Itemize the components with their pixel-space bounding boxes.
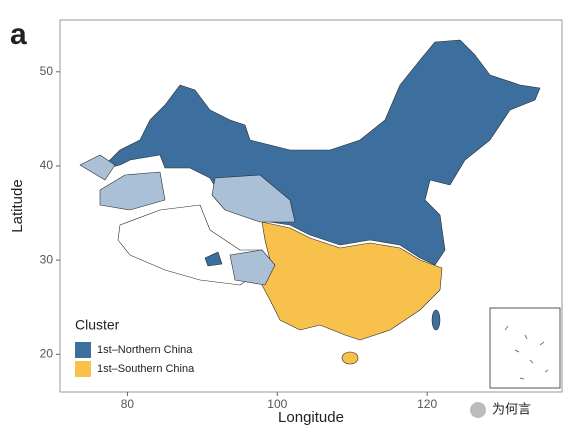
watermark-icon xyxy=(470,402,486,418)
x-tick-label: 80 xyxy=(121,397,135,411)
y-tick-label: 20 xyxy=(40,347,54,361)
y-tick-label: 40 xyxy=(40,158,54,172)
x-tick-label: 120 xyxy=(417,397,437,411)
y-tick-label: 30 xyxy=(40,252,54,266)
x-axis-label: Longitude xyxy=(278,409,344,426)
legend-title: Cluster xyxy=(75,317,120,333)
legend-swatch xyxy=(75,361,91,377)
legend-label: 1st–Southern China xyxy=(97,363,195,375)
x-tick-label: 100 xyxy=(267,397,287,411)
light-region xyxy=(229,249,276,286)
plot-frame xyxy=(59,19,563,393)
taiwan xyxy=(431,309,441,331)
southern-region xyxy=(261,221,443,341)
legend-label: 1st–Northern China xyxy=(97,344,193,356)
regions xyxy=(79,39,541,365)
light-region xyxy=(99,171,166,211)
small-northern xyxy=(204,251,223,267)
light-region xyxy=(79,154,116,181)
legend-swatch xyxy=(75,342,91,358)
hainan xyxy=(341,351,359,365)
panel-label: a xyxy=(10,18,27,51)
y-tick-label: 50 xyxy=(40,64,54,78)
watermark: 为何言 xyxy=(492,401,531,416)
light-region xyxy=(211,174,296,223)
y-axis-label: Latitude xyxy=(9,179,26,232)
inset-box xyxy=(489,307,561,389)
inset-islands xyxy=(504,325,549,380)
